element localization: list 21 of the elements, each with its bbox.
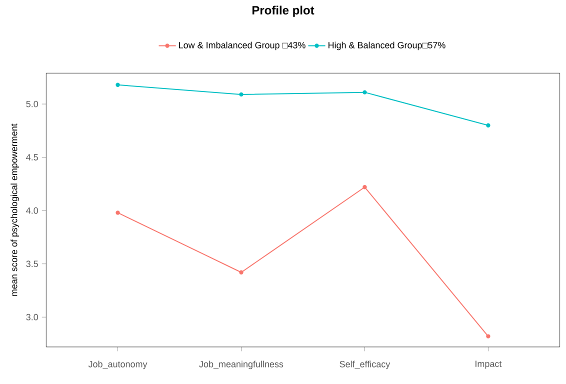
chart-title: Profile plot bbox=[252, 6, 314, 17]
x-tick-label: Job_autonomy bbox=[88, 360, 148, 370]
point bbox=[116, 82, 120, 87]
legend-label: Low & Imbalanced Group □43% bbox=[179, 42, 306, 50]
y-tick-label: 4.0 bbox=[26, 207, 38, 214]
y-axis-title: mean score of psychological empowerment bbox=[10, 124, 20, 296]
point bbox=[362, 184, 367, 190]
y-tick-label: 4.5 bbox=[26, 154, 38, 160]
y-tick-label: 3.5 bbox=[26, 260, 38, 267]
x-tick-label: Job_meaningfullness bbox=[199, 360, 284, 370]
point bbox=[239, 92, 244, 96]
y-tick-label: 5.0 bbox=[26, 100, 38, 108]
x-tick-label: Impact bbox=[476, 360, 502, 369]
legend-label: High & Balanced Group□57% bbox=[328, 42, 446, 50]
point bbox=[486, 334, 490, 338]
point bbox=[486, 123, 490, 128]
x-tick-label: Self_efficacy bbox=[340, 360, 390, 370]
point bbox=[239, 270, 244, 274]
point bbox=[116, 210, 120, 215]
y-tick-label: 3.0 bbox=[26, 314, 38, 320]
point bbox=[362, 90, 367, 94]
